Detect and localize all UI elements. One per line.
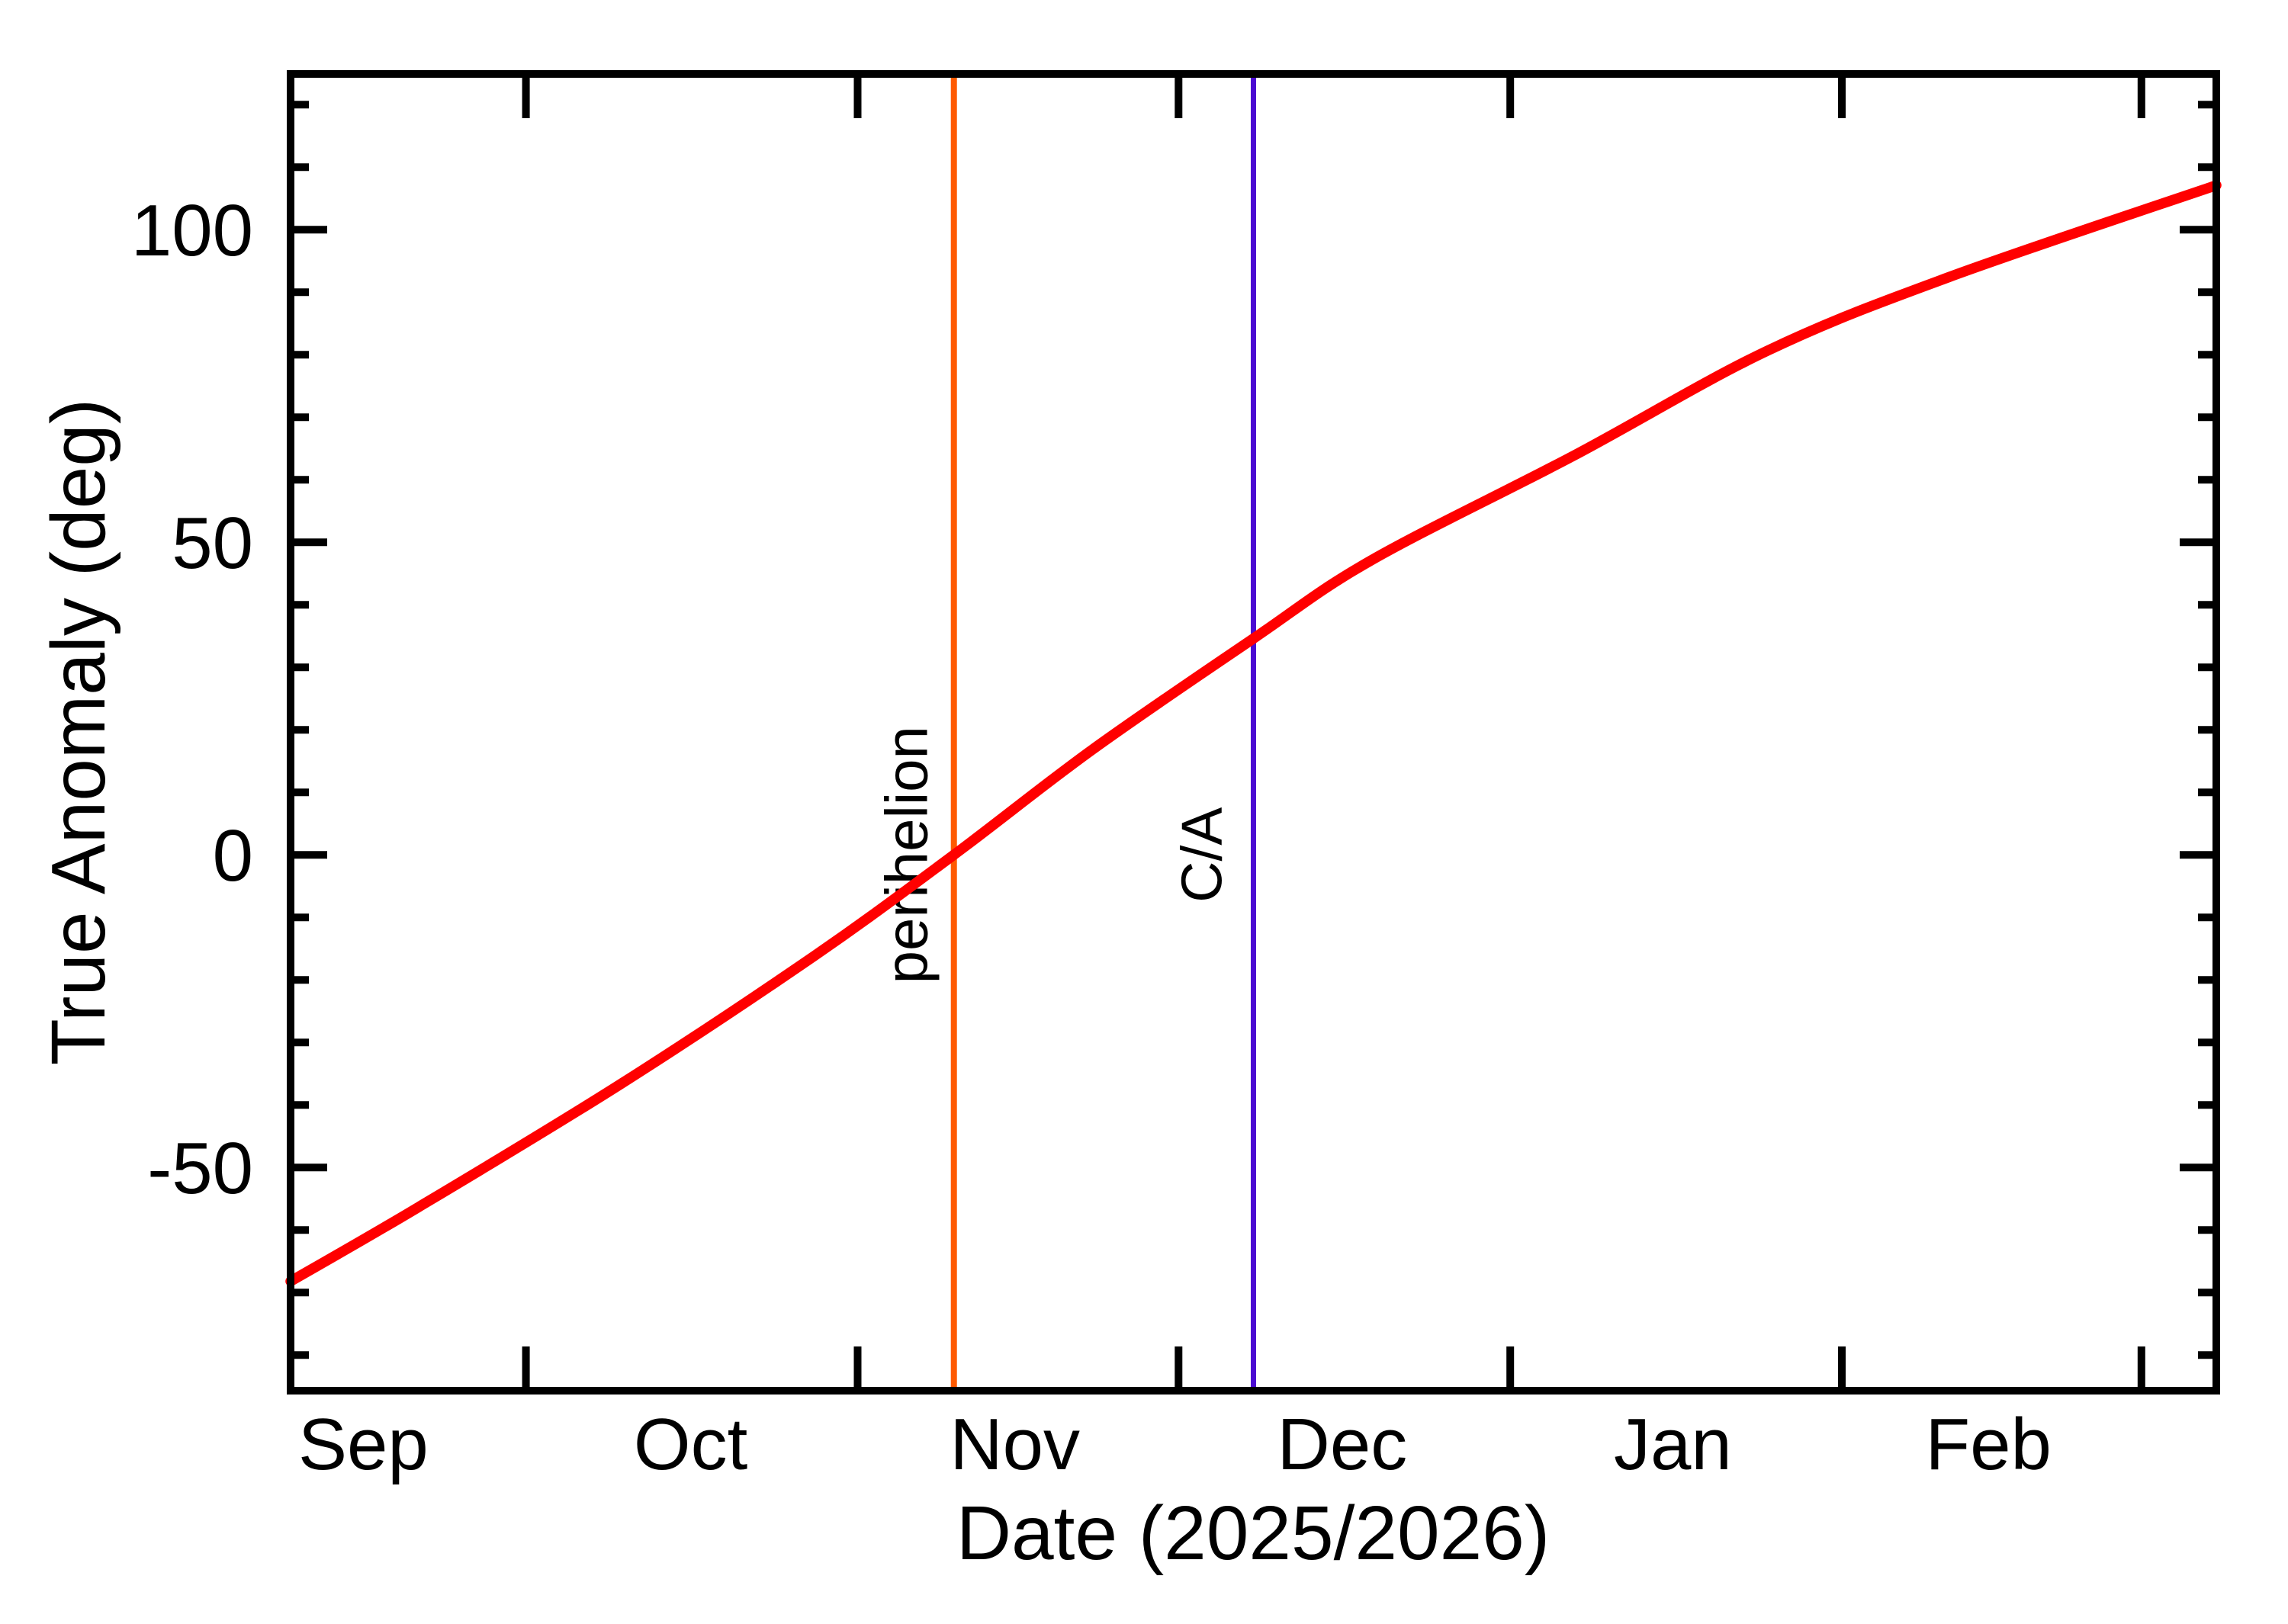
y-axis-title: True Anomaly (deg) xyxy=(36,399,121,1065)
tick-labels-layer: 100 50 0 -50 Sep Oct Nov Dec Jan Feb xyxy=(131,190,2052,1485)
annotation-lines-layer xyxy=(950,77,1256,1388)
perihelion-label: perihelion xyxy=(873,726,940,984)
x-axis-title: Date (2025/2026) xyxy=(956,1491,1550,1576)
true-anomaly-curve xyxy=(285,180,2222,1287)
x-month-label: Feb xyxy=(1925,1404,2051,1485)
x-month-label: Nov xyxy=(950,1404,1080,1485)
annotation-labels-layer: perihelion C/A xyxy=(873,726,1234,984)
x-month-label: Oct xyxy=(634,1404,747,1485)
y-tick-label: 0 xyxy=(213,815,253,897)
series-layer xyxy=(285,180,2222,1287)
y-tick-label: 50 xyxy=(172,502,253,584)
y-tick-label: -50 xyxy=(147,1128,253,1209)
x-month-label: Sep xyxy=(298,1404,429,1485)
x-month-label: Dec xyxy=(1277,1404,1408,1485)
axes-frame-layer xyxy=(287,70,2220,1395)
x-month-label: Jan xyxy=(1614,1404,1732,1485)
close-approach-label: C/A xyxy=(1170,807,1234,903)
y-tick-label: 100 xyxy=(131,190,253,271)
